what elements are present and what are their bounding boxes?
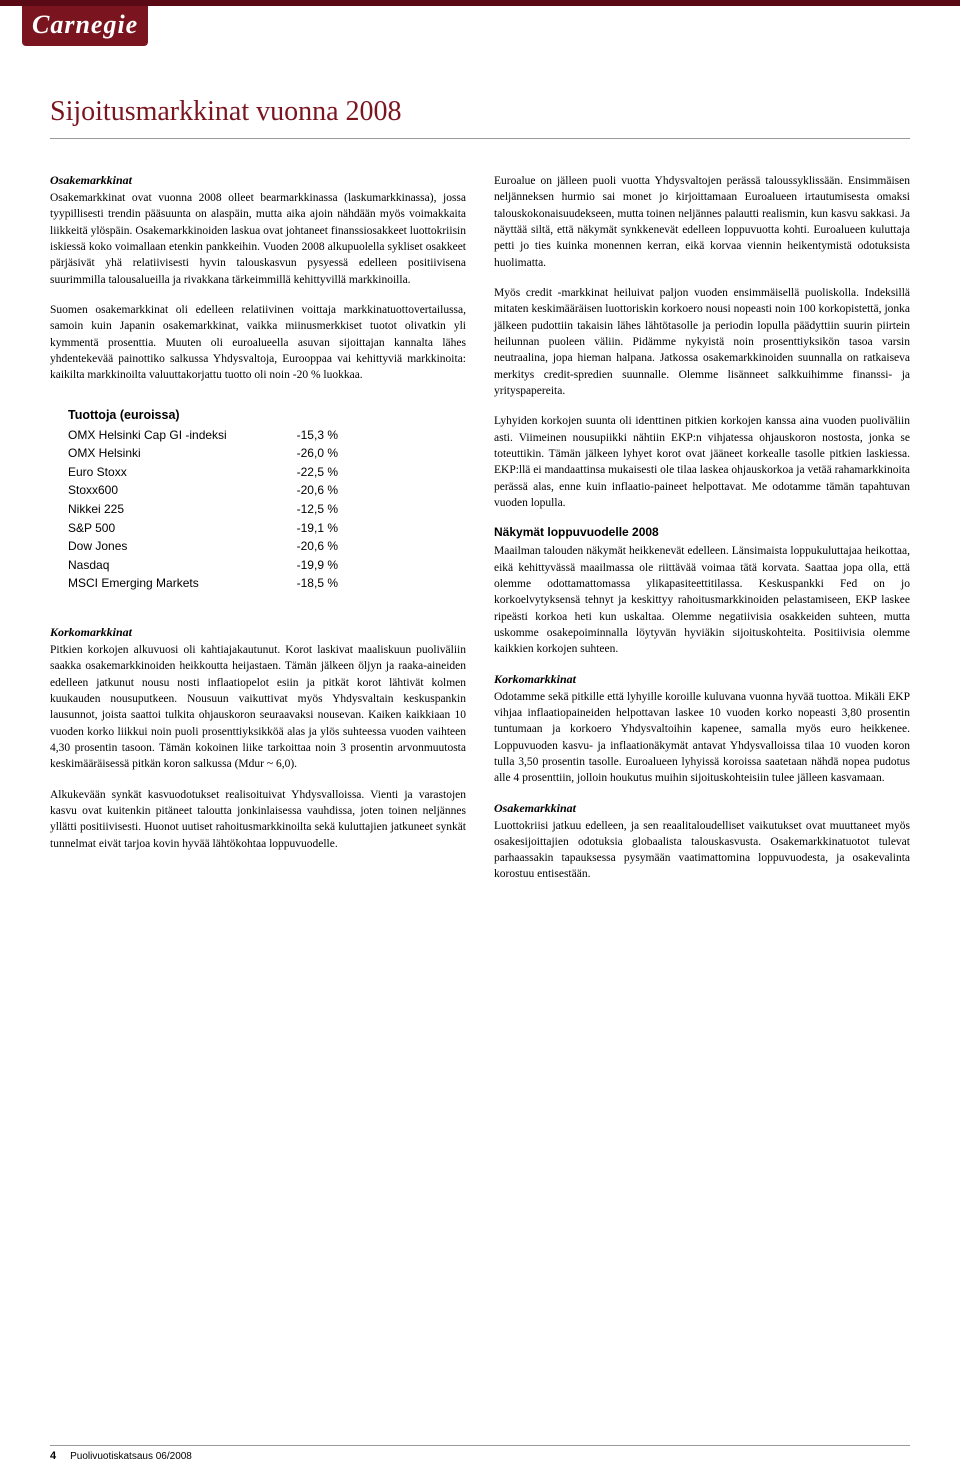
- right-p1: Euroalue on jälleen puoli vuotta Yhdysva…: [494, 173, 910, 271]
- table-value: -22,5 %: [268, 463, 338, 482]
- logo-box: Carnegie: [22, 6, 148, 46]
- table-row: OMX Helsinki-26,0 %: [68, 444, 466, 463]
- heading-nakymat: Näkymät loppuvuodelle 2008: [494, 525, 910, 539]
- table-row: Stoxx600-20,6 %: [68, 481, 466, 500]
- page-number: 4: [50, 1450, 56, 1462]
- table-value: -12,5 %: [268, 500, 338, 519]
- right-p3: Lyhyiden korkojen suunta oli identtinen …: [494, 413, 910, 511]
- table-row: Dow Jones-20,6 %: [68, 537, 466, 556]
- left-p3: Pitkien korkojen alkuvuosi oli kahtiajak…: [50, 642, 466, 773]
- table-label: Stoxx600: [68, 481, 268, 500]
- table-label: MSCI Emerging Markets: [68, 574, 268, 593]
- table-value: -20,6 %: [268, 537, 338, 556]
- table-value: -20,6 %: [268, 481, 338, 500]
- table-label: OMX Helsinki Cap GI -indeksi: [68, 426, 268, 445]
- page: Carnegie Sijoitusmarkkinat vuonna 2008 O…: [0, 0, 960, 1476]
- table-label: Dow Jones: [68, 537, 268, 556]
- footer-text: Puolivuotiskatsaus 06/2008: [70, 1451, 192, 1462]
- table-row: Nikkei 225-12,5 %: [68, 500, 466, 519]
- returns-table: Tuottoja (euroissa) OMX Helsinki Cap GI …: [50, 398, 466, 603]
- columns: Osakemarkkinat Osakemarkkinat ovat vuonn…: [50, 173, 910, 897]
- table-label: Nasdaq: [68, 556, 268, 575]
- title-rule: [50, 138, 910, 139]
- footer-rule: [50, 1445, 910, 1446]
- right-column: Euroalue on jälleen puoli vuotta Yhdysva…: [494, 173, 910, 897]
- table-label: Euro Stoxx: [68, 463, 268, 482]
- table-label: Nikkei 225: [68, 500, 268, 519]
- footer: 4 Puolivuotiskatsaus 06/2008: [50, 1445, 910, 1462]
- heading-korkomarkkinat-left: Korkomarkkinat: [50, 625, 466, 640]
- heading-korkomarkkinat-right: Korkomarkkinat: [494, 672, 910, 687]
- table-value: -15,3 %: [268, 426, 338, 445]
- table-value: -19,9 %: [268, 556, 338, 575]
- table-value: -26,0 %: [268, 444, 338, 463]
- content: Sijoitusmarkkinat vuonna 2008 Osakemarkk…: [0, 6, 960, 897]
- logo-text: Carnegie: [32, 10, 138, 39]
- table-row: Euro Stoxx-22,5 %: [68, 463, 466, 482]
- left-column: Osakemarkkinat Osakemarkkinat ovat vuonn…: [50, 173, 466, 897]
- left-p4: Alkukevään synkät kasvuodotukset realiso…: [50, 787, 466, 852]
- table-value: -19,1 %: [268, 519, 338, 538]
- page-title: Sijoitusmarkkinat vuonna 2008: [50, 96, 910, 128]
- heading-osakemarkkinat-right: Osakemarkkinat: [494, 801, 910, 816]
- returns-table-title: Tuottoja (euroissa): [68, 408, 466, 422]
- table-row: MSCI Emerging Markets-18,5 %: [68, 574, 466, 593]
- left-p2: Suomen osakemarkkinat oli edelleen relat…: [50, 302, 466, 384]
- right-p6: Luottokriisi jatkuu edelleen, ja sen rea…: [494, 818, 910, 883]
- table-label: OMX Helsinki: [68, 444, 268, 463]
- footer-row: 4 Puolivuotiskatsaus 06/2008: [50, 1450, 910, 1462]
- left-p1: Osakemarkkinat ovat vuonna 2008 olleet b…: [50, 190, 466, 288]
- heading-osakemarkkinat: Osakemarkkinat: [50, 173, 466, 188]
- right-p5: Odotamme sekä pitkille että lyhyille kor…: [494, 689, 910, 787]
- table-row: S&P 500-19,1 %: [68, 519, 466, 538]
- table-row: OMX Helsinki Cap GI -indeksi-15,3 %: [68, 426, 466, 445]
- right-p2: Myös credit -markkinat heiluivat paljon …: [494, 285, 910, 399]
- table-value: -18,5 %: [268, 574, 338, 593]
- right-p4: Maailman talouden näkymät heikkenevät ed…: [494, 543, 910, 657]
- table-label: S&P 500: [68, 519, 268, 538]
- table-row: Nasdaq-19,9 %: [68, 556, 466, 575]
- logo-wrap: Carnegie: [22, 6, 148, 46]
